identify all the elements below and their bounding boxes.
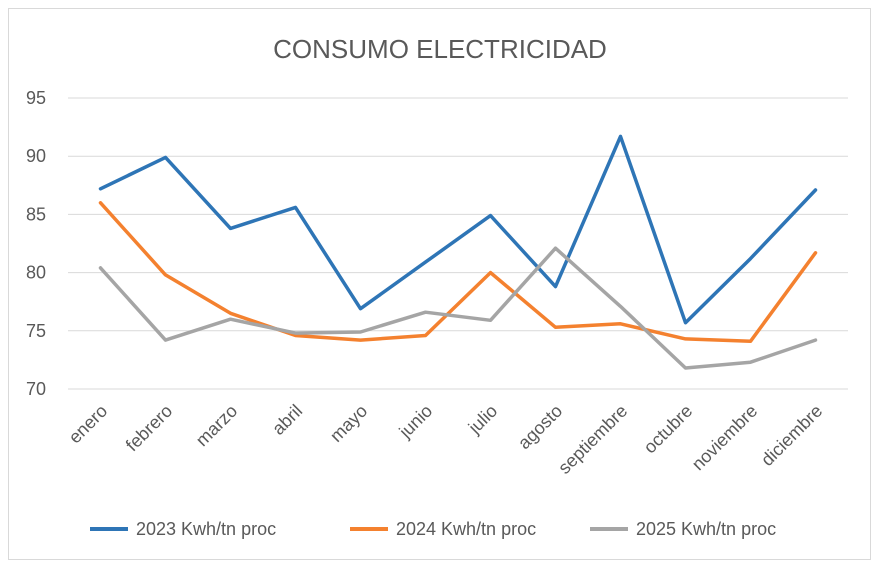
- x-tick-label: enero: [65, 401, 112, 448]
- x-tick-label: abril: [268, 401, 306, 439]
- y-axis-ticks: 70 75 80 85 90 95: [26, 88, 46, 399]
- x-tick-label: marzo: [192, 401, 242, 451]
- y-tick-label: 90: [26, 146, 46, 166]
- x-tick-label: octubre: [640, 401, 697, 458]
- y-tick-label: 80: [26, 263, 46, 283]
- x-tick-label: julio: [464, 401, 501, 438]
- x-tick-label: febrero: [122, 401, 176, 455]
- legend-label: 2023 Kwh/tn proc: [136, 519, 276, 539]
- y-tick-label: 75: [26, 321, 46, 341]
- grid-lines: [68, 97, 848, 390]
- series-line-1: [98, 134, 818, 325]
- x-tick-label: junio: [395, 401, 437, 443]
- x-tick-label: diciembre: [757, 401, 826, 470]
- legend-label: 2025 Kwh/tn proc: [636, 519, 776, 539]
- legend: 2023 Kwh/tn proc 2024 Kwh/tn proc 2025 Kwh…: [90, 519, 776, 539]
- y-tick-label: 85: [26, 204, 46, 224]
- y-tick-label: 70: [26, 379, 46, 399]
- x-tick-label: noviembre: [688, 401, 762, 475]
- x-tick-label: mayo: [326, 401, 371, 446]
- series-lines: [98, 134, 818, 370]
- chart-title: CONSUMO ELECTRICIDAD: [273, 34, 607, 64]
- legend-label: 2024 Kwh/tn proc: [396, 519, 536, 539]
- x-tick-label: septiembre: [554, 401, 631, 478]
- series-line-2: [98, 201, 818, 344]
- x-tick-label: agosto: [514, 401, 566, 453]
- y-tick-label: 95: [26, 88, 46, 108]
- series-line-3: [98, 246, 818, 370]
- x-axis-ticks: enero febrero marzo abril mayo junio julio agos…: [65, 401, 827, 478]
